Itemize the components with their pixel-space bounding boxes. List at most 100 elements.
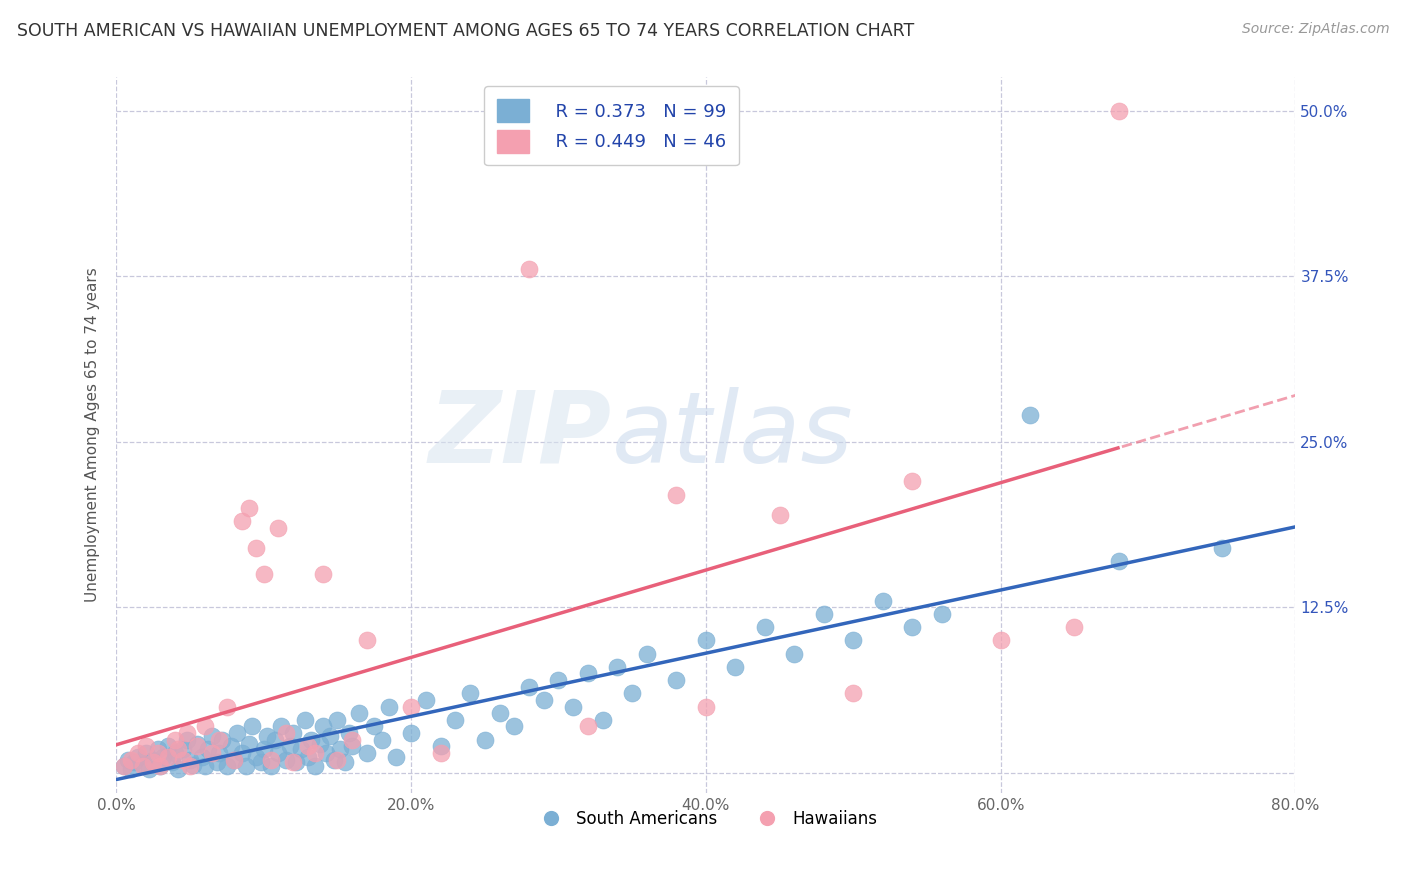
Point <box>695 699 717 714</box>
Point <box>197 742 219 756</box>
Point <box>267 521 290 535</box>
Point <box>1108 554 1130 568</box>
Point <box>176 732 198 747</box>
Point <box>872 593 894 607</box>
Point <box>297 750 319 764</box>
Point <box>211 732 233 747</box>
Point <box>117 753 139 767</box>
Point <box>329 742 352 756</box>
Point <box>146 742 169 756</box>
Point <box>245 541 267 555</box>
Point <box>152 750 174 764</box>
Point <box>399 726 422 740</box>
Point <box>488 706 510 721</box>
Point <box>194 759 217 773</box>
Point <box>194 719 217 733</box>
Point <box>245 750 267 764</box>
Point <box>122 755 145 769</box>
Point <box>219 739 242 754</box>
Point <box>149 759 172 773</box>
Point <box>167 762 190 776</box>
Point <box>249 755 271 769</box>
Point <box>253 742 276 756</box>
Point <box>340 732 363 747</box>
Point <box>127 750 149 764</box>
Legend: South Americans, Hawaiians: South Americans, Hawaiians <box>527 803 884 834</box>
Point <box>253 567 276 582</box>
Text: ZIP: ZIP <box>429 386 612 483</box>
Point <box>260 759 283 773</box>
Point <box>901 620 924 634</box>
Point <box>267 746 290 760</box>
Point <box>201 746 224 760</box>
Point <box>429 746 451 760</box>
Point <box>356 633 378 648</box>
Point <box>319 729 342 743</box>
Point <box>208 732 231 747</box>
Point <box>990 633 1012 648</box>
Point <box>132 757 155 772</box>
Point <box>281 726 304 740</box>
Point <box>337 726 360 740</box>
Point <box>378 699 401 714</box>
Point <box>274 753 297 767</box>
Point <box>665 673 688 687</box>
Point <box>665 488 688 502</box>
Point <box>592 713 614 727</box>
Point <box>260 753 283 767</box>
Point <box>142 753 165 767</box>
Point <box>201 729 224 743</box>
Point <box>235 759 257 773</box>
Point <box>363 719 385 733</box>
Point <box>112 759 135 773</box>
Point <box>264 732 287 747</box>
Point <box>1211 541 1233 555</box>
Point <box>458 686 481 700</box>
Point <box>294 713 316 727</box>
Point <box>186 739 208 754</box>
Point <box>238 500 260 515</box>
Point <box>724 660 747 674</box>
Point <box>547 673 569 687</box>
Point <box>429 739 451 754</box>
Point <box>132 759 155 773</box>
Point <box>311 567 333 582</box>
Point <box>621 686 644 700</box>
Point <box>165 746 187 760</box>
Point <box>224 753 246 767</box>
Point <box>326 753 349 767</box>
Point <box>167 742 190 756</box>
Point <box>238 737 260 751</box>
Point <box>304 746 326 760</box>
Point <box>274 726 297 740</box>
Point <box>783 647 806 661</box>
Text: atlas: atlas <box>612 386 853 483</box>
Point <box>285 755 308 769</box>
Point <box>349 706 371 721</box>
Point <box>299 732 322 747</box>
Point <box>517 680 540 694</box>
Point <box>278 739 301 754</box>
Point <box>156 739 179 754</box>
Point <box>474 732 496 747</box>
Point <box>270 719 292 733</box>
Point <box>370 732 392 747</box>
Point <box>215 759 238 773</box>
Point <box>112 759 135 773</box>
Point <box>208 746 231 760</box>
Point <box>179 759 201 773</box>
Point <box>931 607 953 621</box>
Point <box>576 666 599 681</box>
Point <box>231 514 253 528</box>
Point <box>356 746 378 760</box>
Point <box>695 633 717 648</box>
Point <box>162 755 184 769</box>
Point <box>576 719 599 733</box>
Point <box>120 762 142 776</box>
Point <box>231 746 253 760</box>
Point <box>142 755 165 769</box>
Point <box>901 475 924 489</box>
Point <box>127 746 149 760</box>
Point <box>503 719 526 733</box>
Point <box>281 755 304 769</box>
